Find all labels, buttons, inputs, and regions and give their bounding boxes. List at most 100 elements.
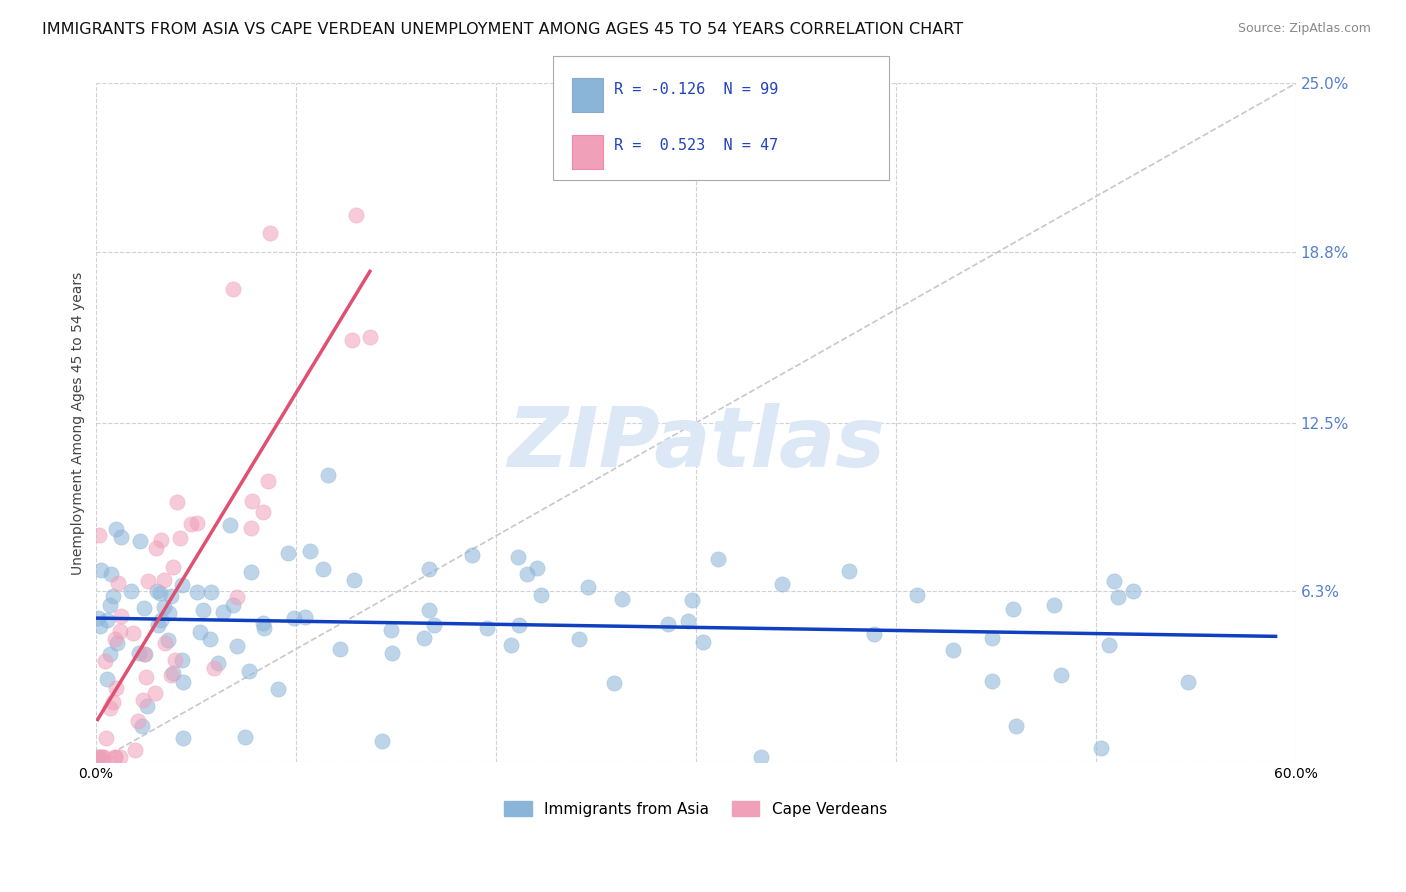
Point: [312, 562, 335, 576]
Point: [143, 686, 166, 700]
Point: [103, 589, 125, 603]
Point: [238, 664, 260, 678]
Point: [1005, 719, 1028, 733]
Point: [90, 563, 112, 577]
Point: [134, 647, 156, 661]
Point: [150, 613, 173, 627]
Point: [277, 546, 299, 560]
Point: [134, 647, 156, 661]
Point: [104, 750, 127, 764]
Point: [222, 598, 245, 612]
Point: [1042, 598, 1064, 612]
Point: [294, 609, 316, 624]
Point: [180, 517, 202, 532]
Point: [108, 750, 131, 764]
Point: [530, 588, 553, 602]
Point: [707, 551, 730, 566]
Point: [1002, 601, 1025, 615]
Legend: Immigrants from Asia, Cape Verdeans: Immigrants from Asia, Cape Verdeans: [498, 795, 893, 822]
Point: [138, 574, 160, 588]
Point: [104, 750, 127, 764]
Point: [149, 586, 172, 600]
Point: [191, 603, 214, 617]
Point: [508, 618, 530, 632]
Point: [1090, 741, 1112, 756]
Point: [863, 627, 886, 641]
Point: [252, 505, 274, 519]
Point: [371, 733, 394, 747]
Point: [233, 730, 256, 744]
Point: [222, 282, 245, 296]
Point: [1122, 583, 1144, 598]
Point: [150, 533, 173, 547]
Point: [225, 639, 247, 653]
Point: [94, 731, 117, 745]
Point: [110, 608, 132, 623]
Point: [169, 531, 191, 545]
Point: [170, 578, 193, 592]
Point: [501, 638, 523, 652]
Point: [381, 647, 404, 661]
Point: [105, 681, 128, 696]
Point: [90, 750, 112, 764]
Point: [329, 642, 352, 657]
Point: [89, 618, 111, 632]
Point: [340, 333, 363, 347]
Point: [98, 701, 121, 715]
Point: [200, 585, 222, 599]
Point: [96, 613, 118, 627]
Point: [423, 617, 446, 632]
Point: [153, 600, 176, 615]
Point: [87, 528, 110, 542]
Point: [93, 654, 115, 668]
Point: [256, 474, 278, 488]
Point: [259, 226, 281, 240]
Point: [770, 577, 793, 591]
Point: [610, 591, 633, 606]
Point: [299, 544, 322, 558]
Point: [87, 750, 110, 764]
Point: [267, 681, 290, 696]
Point: [240, 521, 263, 535]
Point: [1107, 591, 1129, 605]
Point: [103, 695, 125, 709]
Point: [145, 541, 167, 555]
Point: [170, 653, 193, 667]
Point: [751, 750, 773, 764]
Point: [90, 750, 112, 764]
Text: R =  0.523  N = 47: R = 0.523 N = 47: [614, 138, 779, 153]
Point: [104, 522, 127, 536]
Point: [159, 589, 181, 603]
Point: [506, 549, 529, 564]
Point: [412, 631, 434, 645]
Point: [146, 618, 169, 632]
Point: [516, 567, 538, 582]
Point: [225, 590, 247, 604]
Point: [186, 585, 208, 599]
Point: [316, 468, 339, 483]
Point: [252, 616, 274, 631]
Point: [692, 635, 714, 649]
Point: [905, 588, 928, 602]
Point: [526, 561, 548, 575]
Point: [120, 584, 142, 599]
Point: [100, 599, 122, 613]
Point: [1177, 674, 1199, 689]
Point: [418, 562, 440, 576]
Point: [980, 631, 1002, 645]
Point: [344, 209, 367, 223]
Point: [1098, 639, 1121, 653]
Point: [359, 330, 381, 344]
Point: [603, 676, 626, 690]
Point: [207, 656, 229, 670]
Point: [166, 495, 188, 509]
Point: [87, 610, 110, 624]
Point: [576, 580, 599, 594]
Point: [202, 660, 225, 674]
Point: [676, 614, 699, 628]
Point: [240, 493, 263, 508]
Point: [93, 750, 115, 764]
Point: [135, 670, 157, 684]
Point: [343, 574, 366, 588]
Point: [165, 653, 187, 667]
